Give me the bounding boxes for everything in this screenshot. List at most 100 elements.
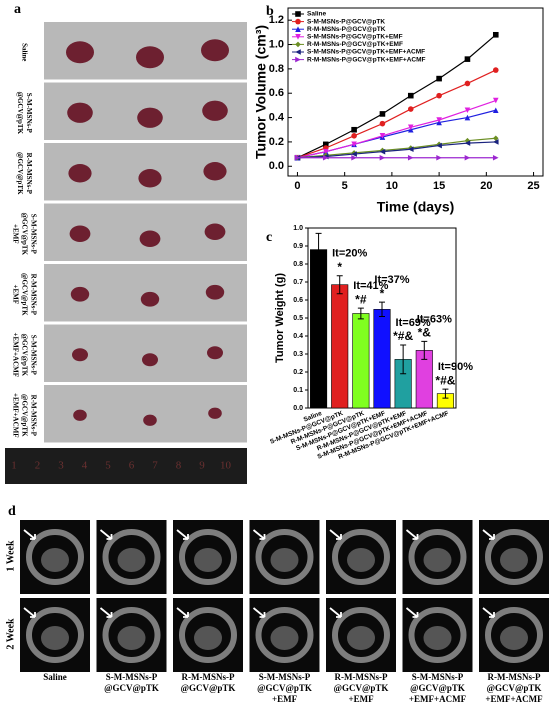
mri-core [270, 548, 299, 572]
marker [351, 126, 357, 133]
y-tick-label: 0.3 [293, 351, 303, 358]
mri-body [408, 607, 467, 663]
tumor [68, 164, 92, 183]
y-tick-label: 1.0 [269, 38, 284, 50]
mri-body [485, 529, 543, 585]
inhibition-rate: It=69% [396, 317, 431, 329]
line [297, 141, 496, 159]
column-label: S-M-MSNs-P [106, 672, 158, 682]
y-tick-label: 0.2 [293, 369, 303, 376]
marker [492, 97, 499, 104]
significance: *#& [435, 373, 455, 387]
y-tick-label: 0.6 [293, 297, 303, 304]
tumor [142, 353, 158, 367]
column-label: +EMF [348, 694, 374, 704]
error-bar [315, 232, 322, 267]
significance: *& [418, 326, 432, 340]
legend-entry: R-M-MSNs-P@GCV@pTK+EMF+ACMF [307, 56, 426, 63]
y-tick-label: 0.6 [269, 87, 284, 99]
x-tick-label: 10 [386, 180, 398, 192]
column-label: @GCV@pTK [181, 683, 236, 693]
marker [492, 31, 499, 38]
marker [492, 139, 499, 145]
y-tick-label: 0.8 [293, 261, 303, 268]
ruler-number: 1 [11, 460, 17, 472]
inhibition-rate: It=41% [353, 280, 388, 292]
mri-body [408, 529, 467, 585]
line [297, 137, 496, 159]
legend-marker [295, 34, 301, 40]
x-tick-label: 15 [433, 180, 445, 192]
ruler [5, 448, 247, 484]
y-tick-label: 1.0 [293, 225, 303, 232]
marker [407, 106, 414, 112]
row-label: R-M-MSNs-P [29, 274, 37, 316]
column-label: @GCV@pTK [104, 683, 159, 693]
tumor [203, 162, 227, 181]
y-tick-label: 0.4 [269, 111, 285, 123]
legend-marker [295, 49, 301, 55]
row-label: +EMF+ACMF [11, 332, 19, 377]
marker [464, 154, 471, 161]
row-label: S-M-MSNs-P [29, 214, 37, 255]
legend-entry: S-M-MSNs-P@GCV@pTK [307, 18, 385, 25]
panel-label: a [14, 2, 21, 17]
column-label: S-M-MSNs-P [412, 672, 464, 682]
y-tick-label: 0.5 [293, 315, 303, 322]
significance: *#& [393, 329, 413, 343]
legend-marker [295, 11, 301, 17]
column-label: S-M-MSNs-P [259, 672, 311, 682]
line [297, 99, 496, 159]
column-label: @GCV@pTK [410, 683, 465, 693]
mri-body [485, 607, 543, 663]
y-axis-label: Tumor Volume (cm³) [253, 25, 269, 159]
ruler-number: 10 [220, 460, 232, 472]
row-label: @GCV@pTK [20, 333, 28, 376]
mri-core [41, 626, 69, 650]
arrow [482, 529, 495, 540]
row-label: @GCV@pTK [20, 212, 28, 255]
y-axis-label: Tumor Weight (g) [274, 273, 286, 363]
x-tick-label: 5 [342, 180, 348, 192]
marker [492, 135, 499, 142]
mri-body [255, 607, 314, 663]
row-label: +EMF [11, 284, 19, 304]
marker [379, 120, 386, 127]
marker [407, 154, 414, 161]
legend-entry: R-M-MSNs-P@GCV@pTK+EMF [307, 41, 403, 48]
marker [492, 107, 499, 114]
mri-core [117, 548, 146, 572]
row-label: @GCV@pTK [16, 91, 24, 134]
y-tick-label: 0.0 [293, 405, 303, 412]
ruler-number: 9 [199, 460, 205, 472]
tumor [205, 284, 225, 300]
column-label: R-M-MSNs-P [182, 672, 235, 682]
tumor [207, 346, 223, 360]
row-label: @GCV@pTK [20, 273, 28, 316]
row-label: 1 Week [5, 540, 16, 572]
mri-core [347, 626, 375, 650]
row-label: +EMF+ACMF [11, 393, 19, 438]
mri-core [194, 626, 222, 650]
bar [310, 249, 328, 409]
panel-label: d [8, 504, 16, 519]
error-bar [442, 388, 449, 399]
tumor [67, 102, 93, 123]
row-label: R-M-MSNs-P [25, 153, 33, 195]
ruler-number: 6 [129, 460, 135, 472]
tumor [208, 407, 222, 419]
error-bar [421, 340, 428, 360]
marker [379, 111, 386, 117]
mri-body [102, 529, 161, 585]
arrow [99, 529, 113, 540]
significance: * [337, 260, 342, 274]
legend-entry: S-M-MSNs-P@GCV@pTK+EMF+ACMF [307, 49, 425, 56]
marker [351, 154, 357, 161]
legend-entry: R-M-MSNs-P@GCV@pTK [307, 26, 386, 33]
line [297, 69, 497, 159]
tumor [66, 41, 94, 64]
column-label: @GCV@pTK [487, 683, 542, 693]
y-tick-label: 1.2 [269, 14, 284, 26]
ruler-number: 8 [176, 460, 182, 472]
